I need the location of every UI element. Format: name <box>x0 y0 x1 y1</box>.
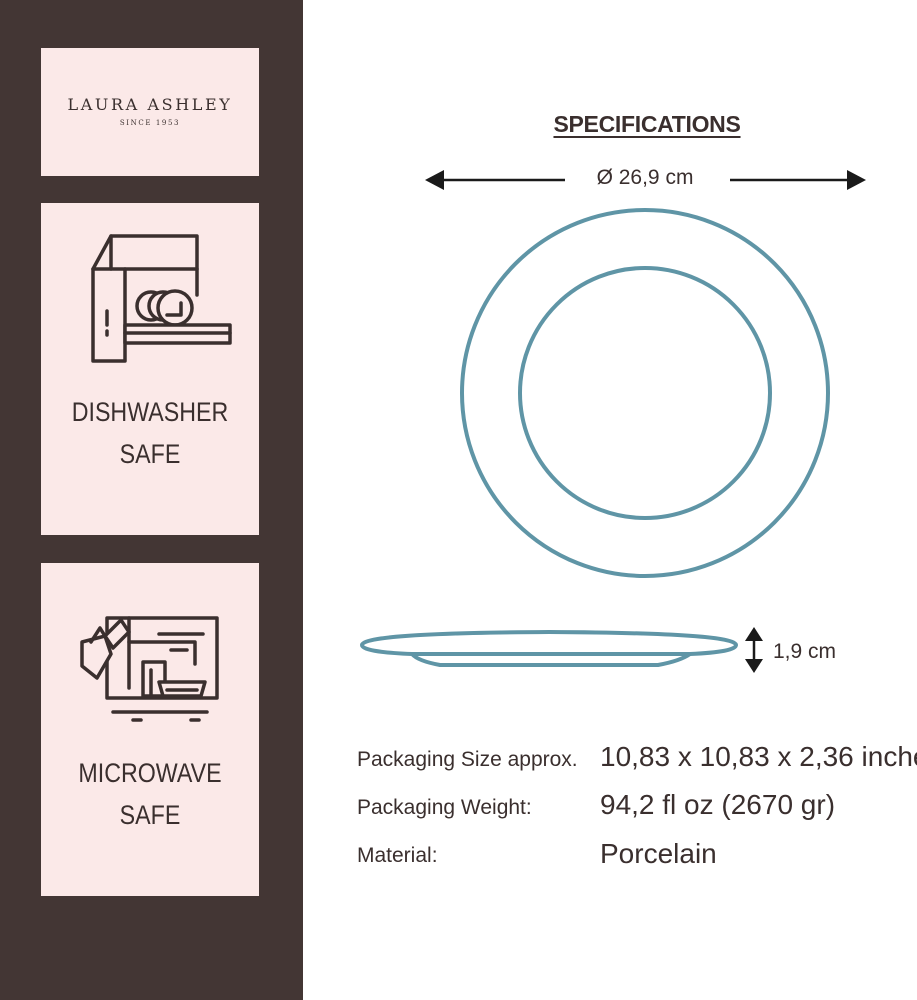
brand-since-text: SINCE 1953 <box>119 119 181 127</box>
dishwasher-safe-card: DISHWASHER SAFE <box>41 203 259 535</box>
plate-side-view <box>359 629 739 667</box>
brand-logo: LAURA ASHLEY <box>67 95 233 114</box>
dishwasher-icon <box>91 234 232 363</box>
dishwasher-safe-label: DISHWASHER SAFE <box>56 391 243 475</box>
dishwasher-label-line1: DISHWASHER <box>71 397 229 427</box>
brand-logo-card: LAURA ASHLEY SINCE 1953 <box>41 48 259 176</box>
material-value: Porcelain <box>600 838 717 869</box>
packaging-weight-value: 94,2 fl oz (2670 gr) <box>600 789 836 820</box>
microwave-icon <box>80 616 219 722</box>
diameter-label: Ø 26,9 cm <box>596 166 694 189</box>
height-arrow <box>745 627 763 673</box>
microwave-label-line1: MICROWAVE <box>78 758 222 788</box>
packaging-size-label: Packaging Size approx. <box>357 748 578 771</box>
dishwasher-label-line2: SAFE <box>119 439 181 469</box>
microwave-safe-card: MICROWAVE SAFE <box>41 563 259 896</box>
packaging-size-value: 10,83 x 10,83 x 2,36 inches <box>600 741 917 772</box>
packaging-weight-label: Packaging Weight: <box>357 796 532 819</box>
microwave-label-line2: SAFE <box>119 800 181 830</box>
specifications-title: SPECIFICATIONS <box>553 111 741 137</box>
feature-sidebar: LAURA ASHLEY SINCE 1953 DISHWASHER SAFE <box>0 0 303 1000</box>
plate-outer-rim <box>460 208 830 578</box>
material-label: Material: <box>357 844 438 867</box>
plate-inner-well <box>518 266 772 520</box>
microwave-safe-label: MICROWAVE SAFE <box>56 752 243 836</box>
diameter-arrow <box>425 170 866 190</box>
height-label: 1,9 cm <box>773 640 837 663</box>
